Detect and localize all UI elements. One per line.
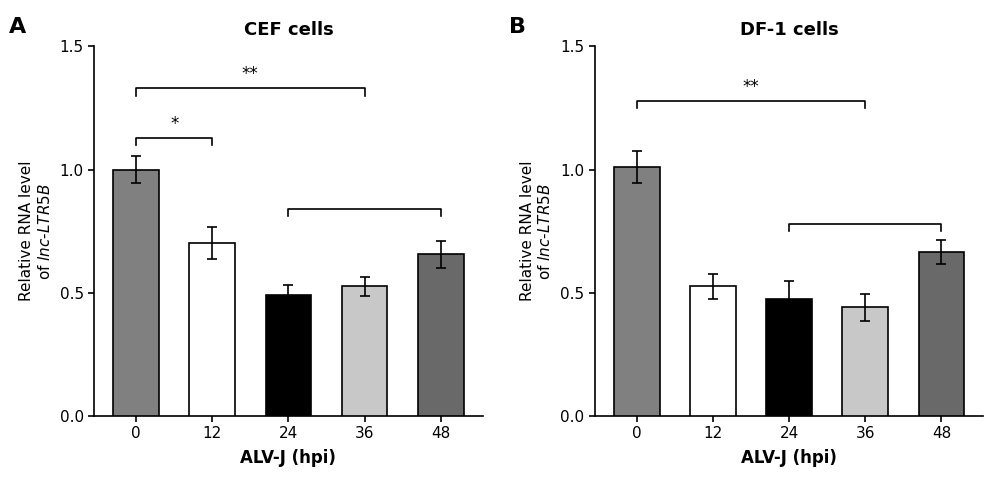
Text: **: ** [743,78,759,96]
X-axis label: ALV-J (hpi): ALV-J (hpi) [240,449,336,468]
Bar [690,287,736,416]
Bar [418,255,464,416]
Title: DF-1 cells: DF-1 cells [740,21,838,39]
Bar [919,252,964,416]
Bar [266,295,311,416]
Text: *: * [170,115,178,133]
Bar [842,307,888,416]
Bar [766,299,812,416]
Bar [113,169,159,416]
X-axis label: ALV-J (hpi): ALV-J (hpi) [741,449,837,468]
Y-axis label: Relative RNA level
of $\mathit{lnc}$-$\mathit{LTR5B}$: Relative RNA level of $\mathit{lnc}$-$\m… [19,161,53,301]
Text: **: ** [242,65,259,83]
Bar [342,287,387,416]
Y-axis label: Relative RNA level
of $\mathit{lnc}$-$\mathit{LTR5B}$: Relative RNA level of $\mathit{lnc}$-$\m… [520,161,553,301]
Text: A: A [9,17,26,37]
Text: B: B [509,17,526,37]
Bar [614,167,660,416]
Bar [189,243,235,416]
Title: CEF cells: CEF cells [244,21,333,39]
